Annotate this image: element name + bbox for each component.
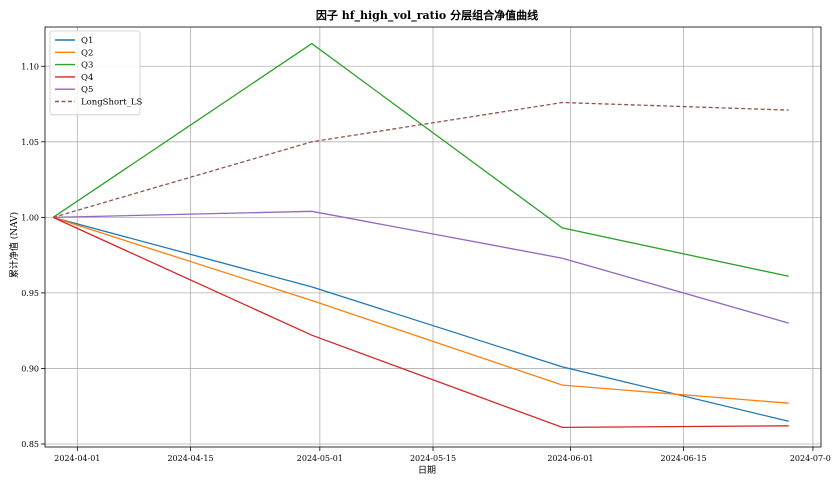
grid (45, 27, 821, 447)
y-axis-label: 累计净值 (NAV) (8, 212, 20, 278)
x-axis: 2024-04-01 2024-04-15 2024-05-01 2024-05-15… (54, 447, 832, 463)
legend-label: LongShort_LS (81, 98, 142, 108)
y-tick-label: 1.05 (21, 138, 39, 147)
y-tick-label: 0.90 (21, 364, 39, 373)
y-axis: 0.85 0.90 0.95 1.00 1.05 1.10 (21, 62, 45, 449)
x-axis-label: 日期 (418, 465, 436, 476)
x-tick-label: 2024-05-15 (410, 454, 456, 463)
series-line-q4 (52, 216, 789, 429)
legend-label: Q3 (81, 61, 93, 71)
legend-label: Q2 (81, 48, 93, 58)
y-tick-label: 1.00 (21, 213, 39, 222)
x-tick-label: 2024-04-01 (54, 454, 100, 463)
series-line-q5 (53, 210, 789, 324)
series-lines (52, 42, 789, 429)
series-line-q1 (52, 216, 789, 422)
legend-label: Q4 (81, 73, 93, 83)
y-tick-label: 0.85 (21, 440, 39, 449)
x-tick-label: 2024-05-01 (297, 454, 343, 463)
legend: Q1 Q2 Q3 Q4 Q5 LongShort_LS (49, 30, 142, 116)
x-tick-label: 2024-06-01 (547, 454, 593, 463)
series-line-longshort-ls (52, 101, 789, 219)
x-tick-label: 2024-04-15 (167, 454, 213, 463)
legend-label: Q1 (81, 36, 93, 46)
chart-title: 因子 hf_high_vol_ratio 分层组合净值曲线 (316, 8, 538, 23)
series-line-q2 (52, 216, 789, 404)
y-tick-label: 1.10 (21, 62, 39, 71)
legend-label: Q5 (81, 85, 93, 95)
x-tick-label: 2024-07-01 (790, 454, 832, 463)
y-tick-label: 0.95 (21, 289, 39, 298)
x-tick-label: 2024-06-15 (661, 454, 707, 463)
series-line-q3 (52, 42, 789, 277)
